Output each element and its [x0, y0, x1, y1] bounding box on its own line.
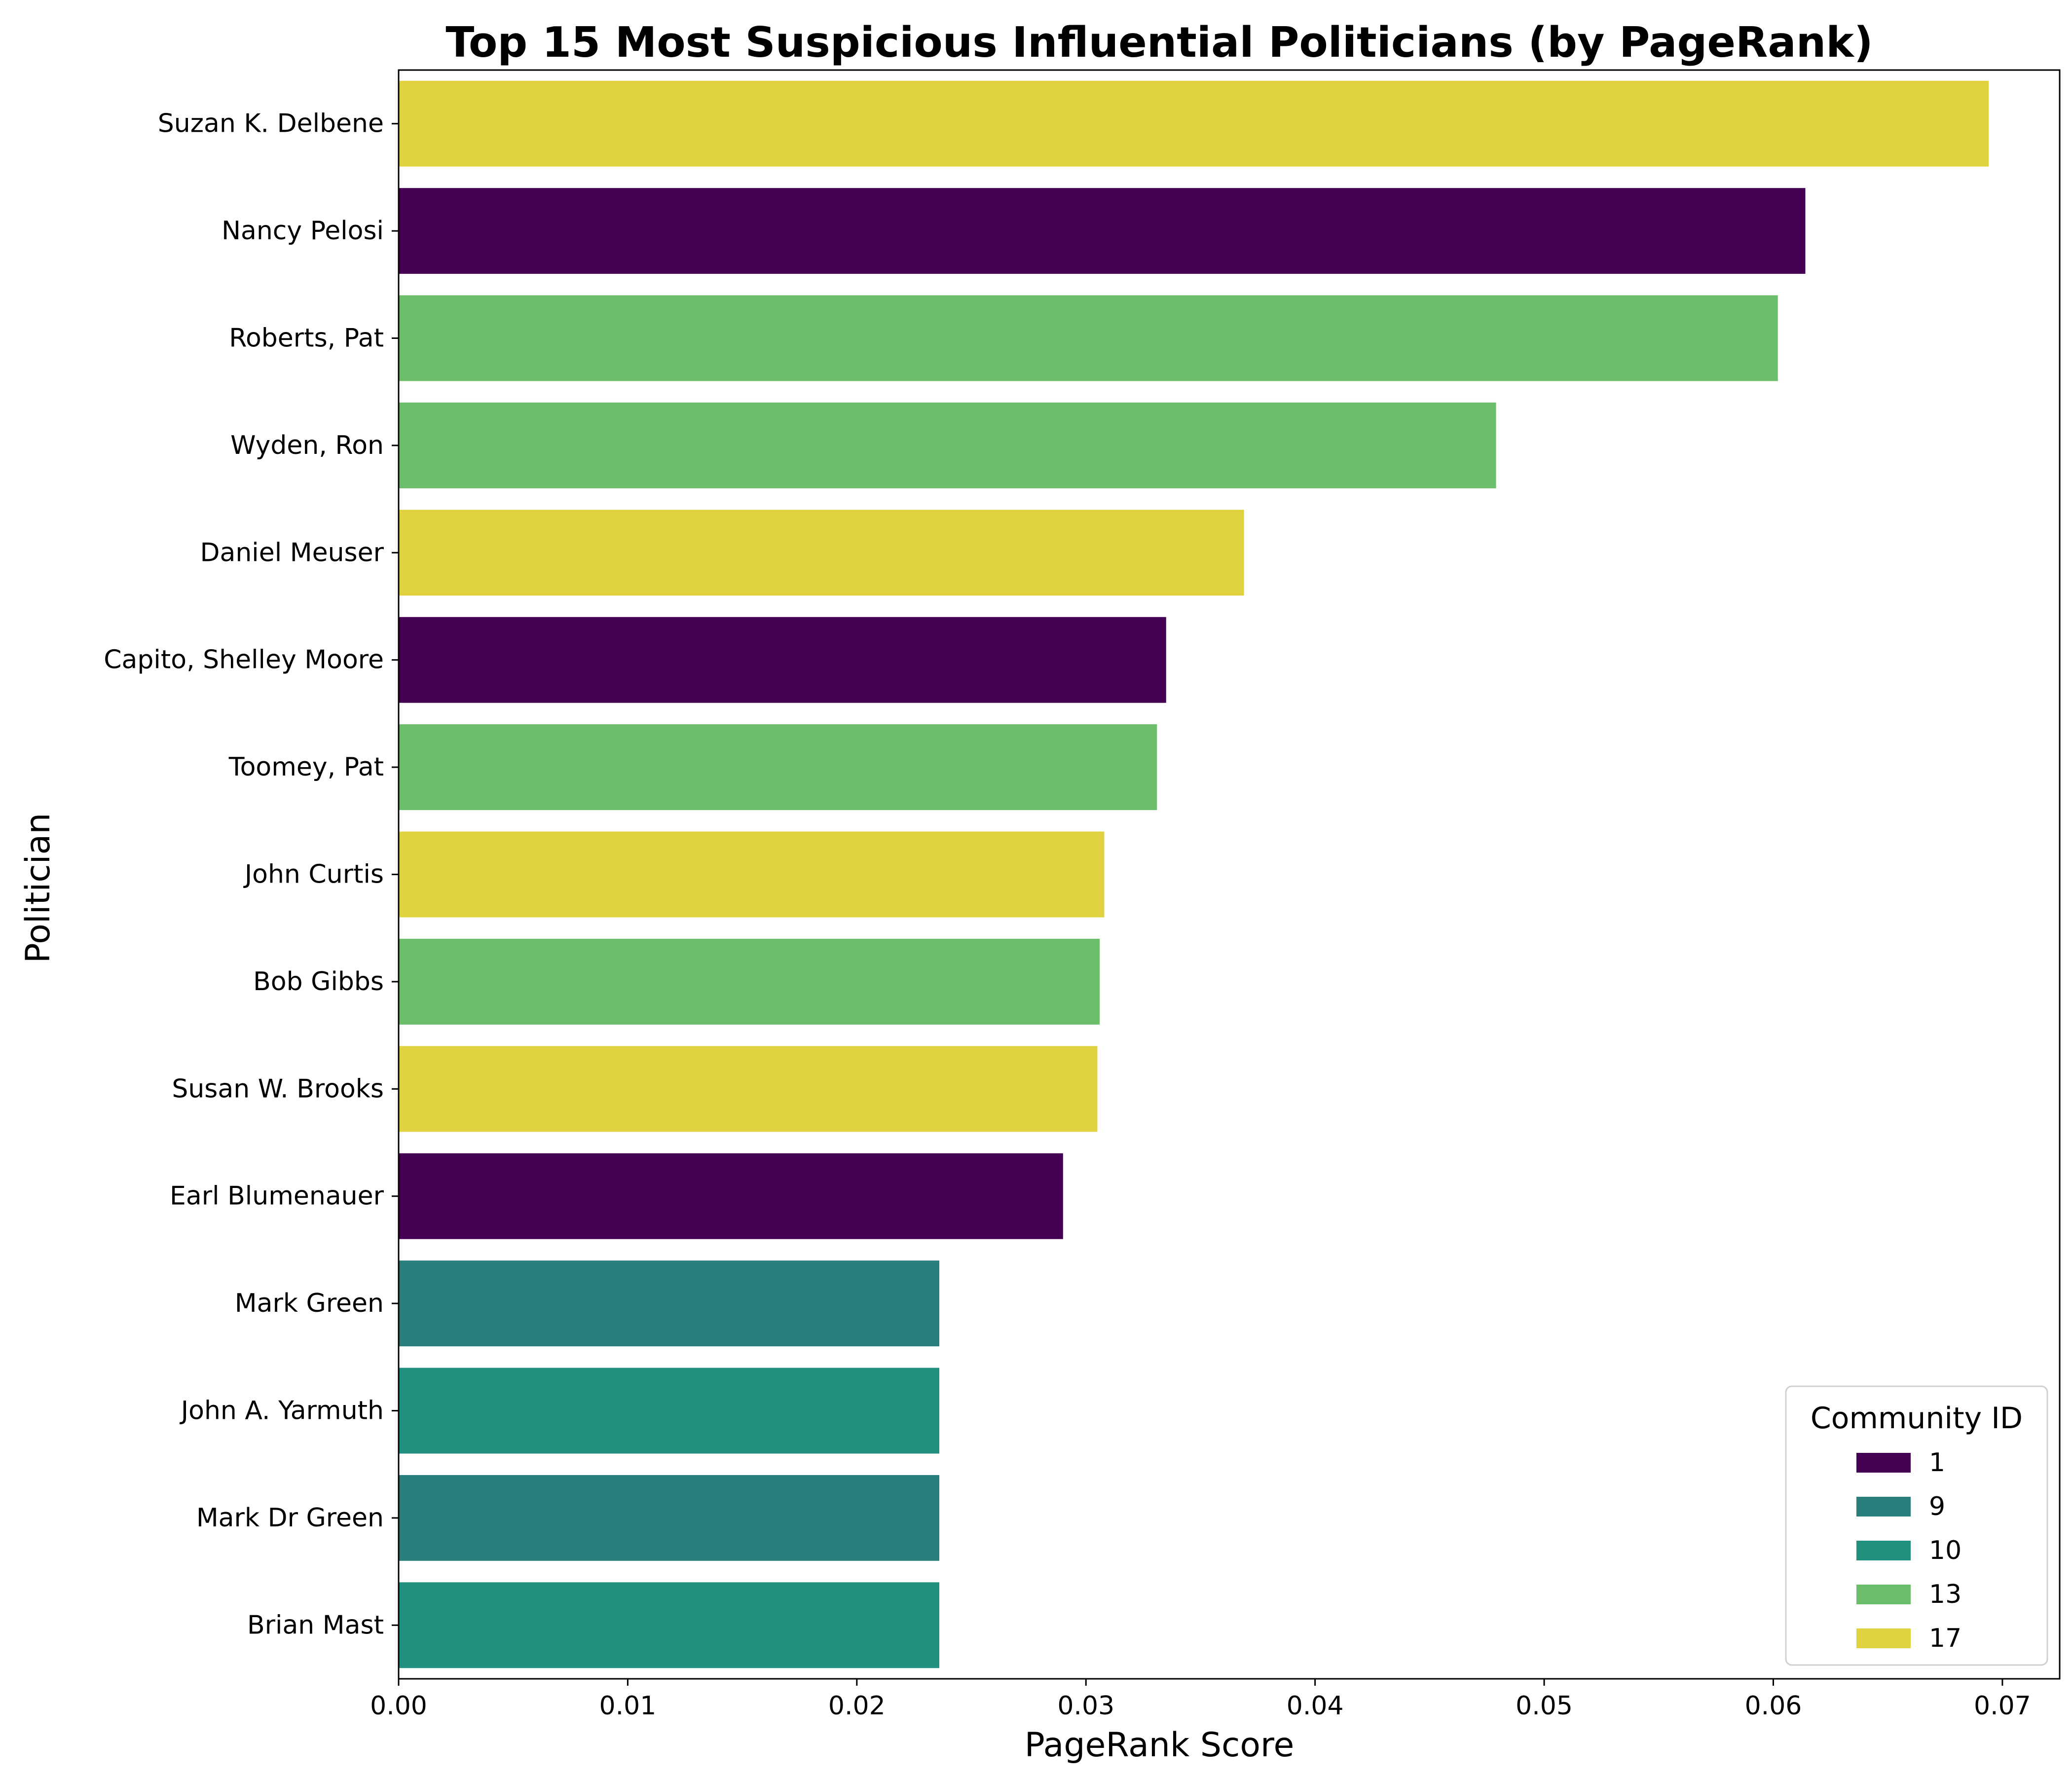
bar: [399, 1153, 1063, 1239]
legend-label: 9: [1929, 1492, 1945, 1521]
bar: [399, 188, 1806, 274]
legend-label: 10: [1929, 1536, 1961, 1565]
y-tick-label: Wyden, Ron: [230, 431, 384, 460]
y-tick-label: Roberts, Pat: [229, 324, 384, 353]
y-tick-label: Mark Dr Green: [196, 1503, 384, 1533]
bar: [399, 295, 1778, 381]
y-tick-label: Suzan K. Delbene: [158, 109, 384, 139]
legend-label: 1: [1929, 1448, 1945, 1478]
bar: [399, 1582, 940, 1668]
y-tick-label: John A. Yarmuth: [180, 1396, 384, 1426]
x-tick-label: 0.03: [1057, 1691, 1114, 1721]
x-axis-ticks: 0.00 0.01 0.02 0.03 0.04 0.05 0.06 0.07: [370, 1679, 2031, 1721]
legend-title: Community ID: [1811, 1401, 2023, 1436]
bar: [399, 1260, 940, 1347]
legend-swatch: [1856, 1628, 1911, 1648]
legend-label: 17: [1929, 1624, 1961, 1653]
legend-box: [1785, 1385, 2048, 1666]
legend-label: 13: [1929, 1580, 1961, 1609]
x-tick-label: 0.02: [828, 1691, 886, 1721]
legend-swatch: [1856, 1585, 1911, 1604]
chart-title: Top 15 Most Suspicious Influential Polit…: [445, 18, 1873, 67]
legend-swatch: [1856, 1453, 1911, 1473]
y-tick-label: Daniel Meuser: [200, 538, 384, 567]
x-tick-label: 0.04: [1287, 1691, 1344, 1721]
y-tick-label: Nancy Pelosi: [222, 216, 384, 246]
plot-frame: [398, 69, 2061, 1680]
legend: Community ID 1 9 10 13 17: [1785, 1385, 2048, 1666]
bar: [399, 1368, 940, 1454]
y-tick-label: Toomey, Pat: [228, 752, 384, 782]
x-tick-label: 0.00: [370, 1691, 427, 1721]
y-tick-label: Capito, Shelley Moore: [104, 645, 384, 675]
legend-swatch: [1856, 1541, 1911, 1560]
axes-frame: [398, 69, 2061, 1680]
bar: [399, 510, 1244, 596]
bar: [399, 724, 1157, 811]
bar: [399, 1475, 940, 1561]
bars-group: [399, 80, 1989, 1668]
x-tick-label: 0.01: [599, 1691, 657, 1721]
bar: [399, 938, 1100, 1025]
y-tick-label: John Curtis: [243, 860, 384, 889]
y-tick-label: Bob Gibbs: [253, 967, 384, 997]
x-axis-label: PageRank Score: [1025, 1726, 1295, 1765]
x-tick-label: 0.05: [1516, 1691, 1573, 1721]
x-tick-label: 0.06: [1745, 1691, 1802, 1721]
y-tick-label: Earl Blumenauer: [170, 1182, 384, 1211]
bar: [399, 1046, 1098, 1132]
x-tick-label: 0.07: [1974, 1691, 2031, 1721]
legend-swatch: [1856, 1497, 1911, 1517]
bar: [399, 80, 1989, 167]
y-tick-label: Brian Mast: [247, 1610, 384, 1640]
y-tick-label: Susan W. Brooks: [172, 1074, 384, 1104]
y-axis-label: Politician: [19, 813, 58, 963]
bar: [399, 617, 1166, 703]
bar: [399, 402, 1496, 488]
y-axis-ticks: Suzan K. Delbene Nancy Pelosi Roberts, Pat…: [104, 109, 399, 1640]
bar: [399, 831, 1105, 918]
y-tick-label: Mark Green: [235, 1289, 384, 1318]
